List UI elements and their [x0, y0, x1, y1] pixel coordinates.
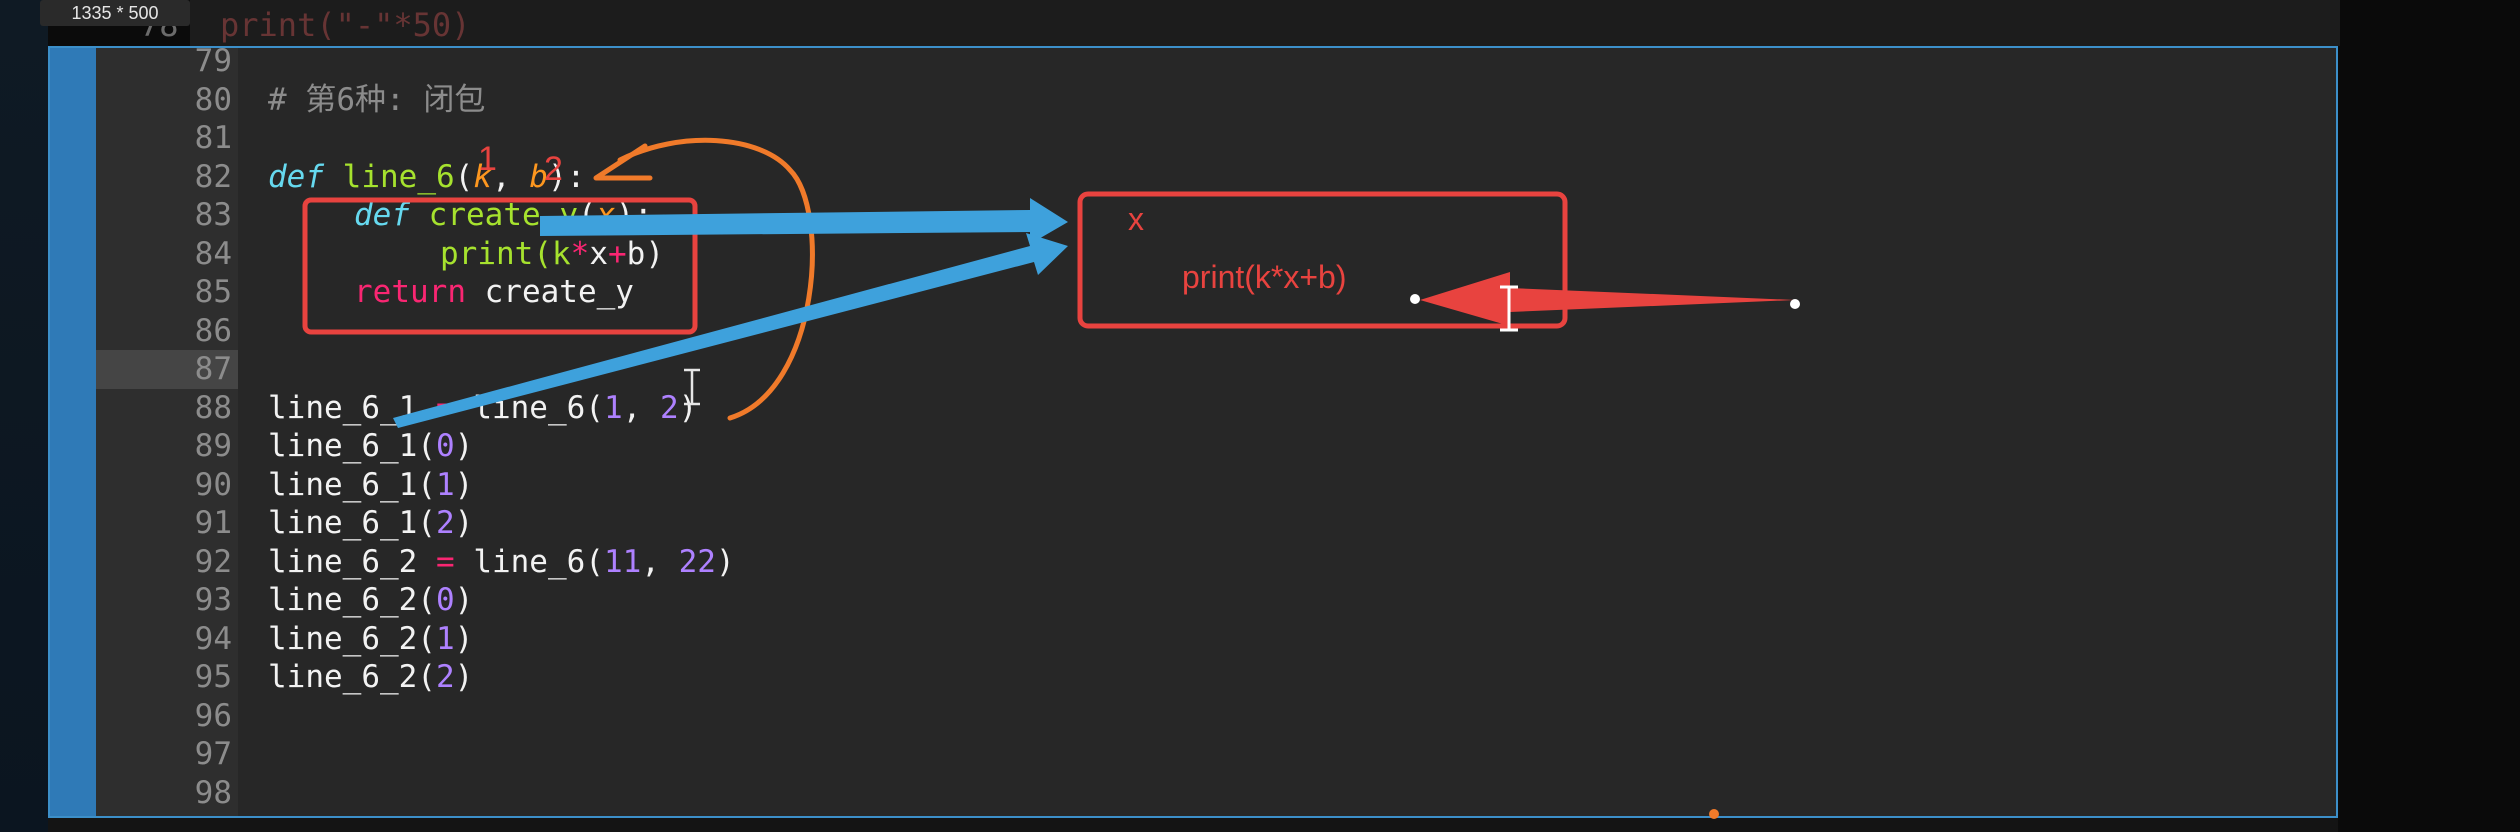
line-number: 80: [194, 81, 232, 118]
right-dark-margin: [2340, 0, 2520, 832]
line-number: 81: [194, 120, 232, 156]
orange-arrowhead: [593, 143, 653, 181]
code-line[interactable]: 96: [96, 697, 2338, 736]
red-arrow-tip-dot: [1410, 294, 1420, 304]
code-call: line_6_1(0): [268, 428, 474, 464]
line-number: 96: [194, 697, 232, 734]
line-number: 79: [194, 43, 232, 79]
box-label-print: print(k*x+b): [1182, 259, 1347, 295]
red-box-inner-function: [302, 197, 698, 335]
line-number: 89: [194, 428, 232, 464]
line-number: 93: [194, 582, 232, 618]
code-line[interactable]: 91 line_6_1(2): [96, 504, 2338, 543]
editor-bottom-strip: [48, 818, 2338, 832]
text-cursor-icon: [1500, 285, 1518, 332]
code-line[interactable]: 85 return create_y: [96, 273, 2338, 312]
line-number: 90: [194, 466, 232, 503]
code-print-call: print(k*x+b): [440, 235, 664, 272]
current-line-highlight: [96, 350, 238, 389]
line-number: 97: [194, 736, 232, 772]
code-line[interactable]: 93 line_6_2(0): [96, 581, 2338, 620]
code-assign-line-6-2: line_6_2 = line_6(11, 22): [268, 543, 735, 580]
code-return: return create_y: [354, 274, 634, 310]
line-number: 98: [194, 774, 232, 811]
code-call: line_6_2(1): [268, 620, 474, 657]
comment-text: # 第6种: 闭包: [268, 81, 486, 118]
box-label-x: x: [1128, 201, 1144, 237]
code-line[interactable]: 94 line_6_2(1): [96, 620, 2338, 659]
code-line[interactable]: 83 def create_y(x):: [96, 196, 2338, 235]
red-box-explanation: [1077, 191, 1568, 329]
line-number: 88: [194, 389, 232, 426]
blue-arrow-lower: [393, 233, 1068, 428]
handwritten-mark-2: 2: [544, 150, 563, 188]
line-number: 83: [194, 197, 232, 233]
code-line[interactable]: 89 line_6_1(0): [96, 427, 2338, 466]
line-number: 91: [194, 505, 232, 541]
orange-curve-arrow: [617, 137, 815, 421]
line-number: 85: [194, 274, 232, 310]
line-number: 94: [194, 620, 232, 657]
code-line[interactable]: 81: [96, 119, 2338, 158]
code-def-create-y: def create_y(x):: [354, 197, 653, 233]
code-line[interactable]: 92 line_6_2 = line_6(11, 22): [96, 543, 2338, 582]
left-dark-margin: [0, 0, 48, 832]
code-def-line-6: def line_6(k, b):: [268, 158, 586, 195]
line-number: 86: [194, 312, 232, 349]
handwritten-mark-1: 1: [478, 140, 497, 178]
text-cursor-icon: [684, 368, 700, 406]
code-line-current[interactable]: 87: [96, 350, 2338, 389]
code-line[interactable]: 97: [96, 735, 2338, 774]
red-arrow-tail-dot: [1790, 299, 1800, 309]
line-number: 82: [194, 158, 232, 195]
red-arrow-left: [1420, 272, 1795, 326]
code-line[interactable]: 90 line_6_1(1): [96, 466, 2338, 505]
orange-dot-mark: [1709, 809, 1719, 819]
code-line[interactable]: 82 def line_6(k, b):: [96, 158, 2338, 197]
partial-code-line-78: print("-"*50): [220, 6, 471, 44]
code-line[interactable]: 84 print(k*x+b): [96, 235, 2338, 274]
code-line[interactable]: 95 line_6_2(2): [96, 658, 2338, 697]
window-size-badge: 1335 * 500: [40, 0, 190, 26]
line-number: 87: [194, 351, 232, 387]
code-call: line_6_1(1): [268, 466, 474, 503]
line-number: 95: [194, 659, 232, 695]
line-number: 92: [194, 543, 232, 580]
editor-top-partial-strip: [190, 0, 2340, 46]
line-number-gutter: [96, 48, 238, 816]
code-call: line_6_1(2): [268, 505, 474, 541]
code-line[interactable]: 98: [96, 774, 2338, 813]
code-editor[interactable]: 79 80 # 第6种: 闭包 81 82 def line_6(k, b): …: [48, 43, 2338, 818]
code-call: line_6_2(2): [268, 659, 474, 695]
code-line[interactable]: 79: [96, 42, 2338, 81]
blue-arrow-upper: [540, 198, 1068, 244]
editor-side-strip: [50, 48, 96, 816]
code-line[interactable]: 80 # 第6种: 闭包: [96, 81, 2338, 120]
code-call: line_6_2(0): [268, 582, 474, 618]
line-number: 84: [194, 235, 232, 272]
code-line[interactable]: 86: [96, 312, 2338, 351]
